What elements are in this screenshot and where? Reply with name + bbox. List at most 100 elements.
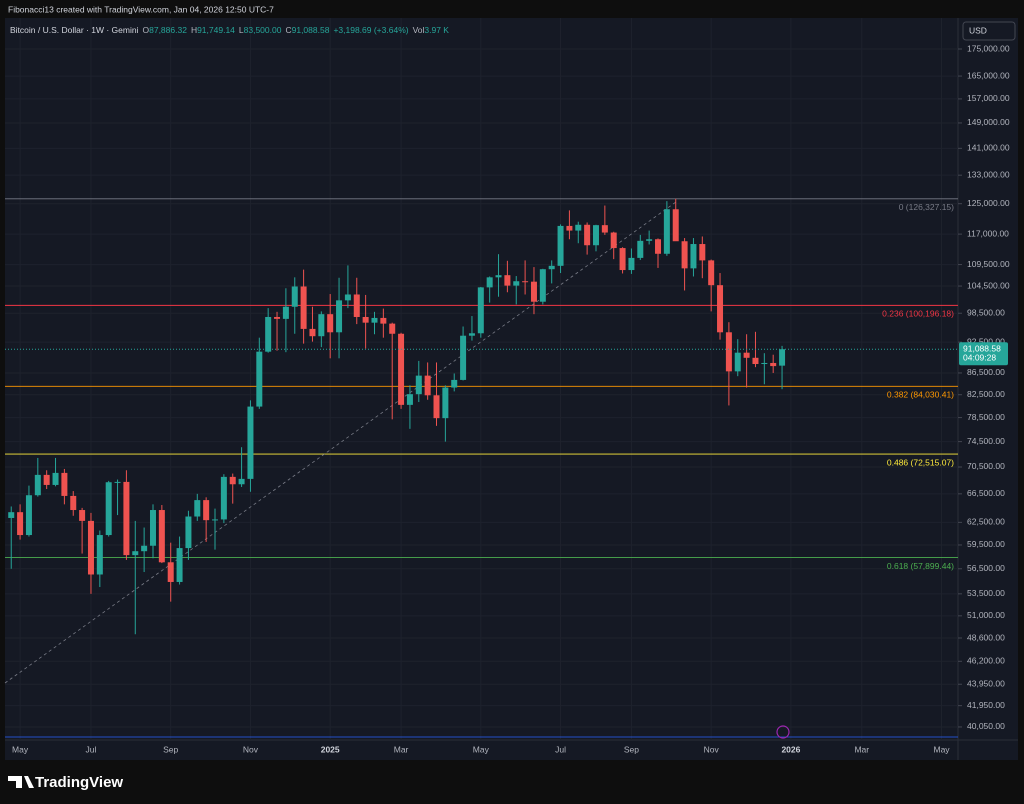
fib-label: 0.486 (72,515.07) [887, 457, 954, 467]
candle-body [415, 375, 422, 395]
candle-body [468, 333, 475, 336]
candle-body [398, 333, 405, 405]
candle-body [274, 316, 281, 319]
fib-label: 0.236 (100,196.18) [882, 309, 954, 319]
candle-body [655, 239, 662, 254]
y-tick-label: 66,500.00 [967, 488, 1005, 498]
candle-body [513, 281, 520, 286]
candle-body [132, 551, 139, 556]
y-tick-label: 104,500.00 [967, 280, 1010, 290]
y-tick-label: 51,000.00 [967, 610, 1005, 620]
y-tick-label: 82,500.00 [967, 389, 1005, 399]
candle-body [291, 286, 298, 307]
y-tick-label: 141,000.00 [967, 143, 1010, 153]
candle-body [442, 387, 449, 419]
x-tick-label: May [933, 744, 950, 754]
y-tick-label: 125,000.00 [967, 198, 1010, 208]
candle-body [256, 351, 263, 407]
candle-body [690, 244, 697, 269]
y-tick-label: 62,500.00 [967, 517, 1005, 527]
candle-body [708, 260, 715, 286]
fib-label: 0.618 (57,899.44) [887, 561, 954, 571]
candle-body [530, 281, 537, 302]
currency-button[interactable] [962, 21, 1016, 41]
candle-body [114, 481, 121, 483]
y-tick-label: 74,500.00 [967, 436, 1005, 446]
candle-body [770, 362, 777, 367]
legend-value: 83,500.00 [244, 25, 282, 35]
candle-body [149, 510, 156, 546]
countdown: 04:09:28 [963, 352, 996, 362]
legend-key: L [239, 25, 244, 35]
legend-title: Bitcoin / U.S. Dollar · 1W · Gemini [10, 25, 139, 35]
axes: 175,000.00 165,000.00 157,000.00 149,000.00… [12, 43, 1010, 754]
candle-body [522, 281, 529, 283]
legend-key: H [191, 25, 197, 35]
legend-value: 91,749.14 [197, 25, 235, 35]
candle-body [336, 300, 343, 333]
candle-body [637, 240, 644, 258]
candle-body [167, 562, 174, 582]
y-tick-label: 41,950.00 [967, 700, 1005, 710]
candle-body [79, 510, 86, 521]
y-tick-label: 86,500.00 [967, 367, 1005, 377]
candle-body [779, 349, 786, 366]
candle-body [105, 482, 112, 536]
legend-change: +3,198.69 (+3.64%) [333, 25, 408, 35]
candle-body [725, 332, 732, 372]
legend-value: 91,088.58 [292, 25, 330, 35]
brand-logo [8, 776, 34, 788]
y-tick-label: 78,500.00 [967, 412, 1005, 422]
y-tick-label: 109,500.00 [967, 259, 1010, 269]
candle-body [327, 314, 334, 333]
candle-body [371, 317, 378, 323]
legend-value: 3.97 K [424, 25, 449, 35]
candle-body [212, 519, 219, 521]
y-tick-label: 59,500.00 [967, 539, 1005, 549]
candle-body [87, 520, 94, 575]
candle-body [43, 474, 50, 485]
candle-body [158, 510, 165, 563]
candle-body [141, 545, 148, 552]
candle-body [575, 224, 582, 231]
candle-body [743, 352, 750, 358]
x-tick-label: May [473, 744, 490, 754]
candle-body [247, 406, 254, 479]
y-tick-label: 40,050.00 [967, 721, 1005, 731]
y-tick-label: 53,500.00 [967, 588, 1005, 598]
x-tick-label: 2026 [781, 744, 800, 754]
x-tick-label: Sep [163, 744, 178, 754]
candle-body [406, 394, 413, 405]
y-tick-label: 56,500.00 [967, 563, 1005, 573]
candle-body [717, 285, 724, 333]
candle-body [504, 275, 511, 286]
candle-body [300, 286, 307, 329]
candle-body [282, 306, 289, 319]
candles [5, 198, 958, 635]
candle-body [752, 357, 759, 365]
candle-body [619, 248, 626, 271]
fib-label: 0.382 (84,030.41) [887, 390, 954, 400]
candle-body [610, 232, 617, 249]
event-icon[interactable] [776, 725, 790, 739]
candle-body [34, 474, 41, 496]
candle-body [584, 224, 591, 246]
y-tick-label: 92,500.00 [967, 336, 1005, 346]
chart-panel [5, 18, 1018, 760]
x-tick-label: Sep [624, 744, 639, 754]
currency-label: USD [969, 25, 987, 35]
brand: TradingView [35, 774, 123, 791]
x-tick-label: Jul [555, 744, 566, 754]
y-tick-label: 70,500.00 [967, 461, 1005, 471]
candle-body [309, 328, 316, 337]
candle-body [424, 375, 431, 396]
y-tick-label: 117,000.00 [967, 228, 1009, 238]
candle-body [433, 395, 440, 419]
caption: Fibonacci13 created with TradingView.com… [8, 4, 274, 14]
candle-body [220, 476, 227, 520]
legend-key: O [142, 25, 149, 35]
candle-body [238, 478, 245, 485]
candle-body [176, 548, 183, 582]
